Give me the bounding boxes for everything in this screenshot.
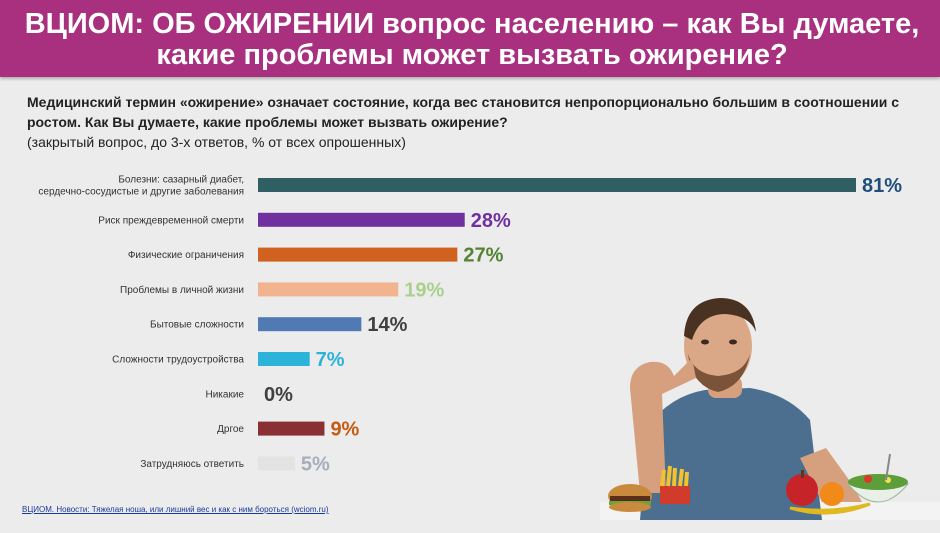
bar [258, 247, 458, 262]
bar [258, 282, 399, 297]
value-label: 19% [404, 279, 444, 301]
bar [258, 317, 362, 332]
value-label: 81% [862, 175, 902, 197]
value-label: 14% [367, 314, 407, 336]
man-with-food-illustration [600, 298, 940, 520]
header-banner: ВЦИОМ: ОБ ОЖИРЕНИИ вопрос населению – ка… [0, 0, 940, 77]
category-label: Дргое [217, 424, 244, 435]
value-label: 0% [264, 384, 293, 406]
question-block: Медицинский термин «ожирение» означает с… [27, 92, 917, 152]
bar [258, 421, 325, 436]
bar [258, 352, 310, 366]
category-label: Риск преждевременной смерти [98, 215, 244, 226]
value-label: 5% [301, 453, 330, 475]
bar [258, 212, 465, 227]
page-title: ВЦИОМ: ОБ ОЖИРЕНИИ вопрос населению – ка… [24, 8, 920, 71]
category-label: Бытовые сложности [150, 320, 244, 331]
category-label: Физические ограничения [128, 250, 244, 261]
value-label: 28% [471, 210, 511, 232]
bar [258, 178, 856, 192]
value-label: 9% [330, 419, 359, 441]
bar [258, 456, 295, 471]
category-label: Проблемы в личной жизни [120, 284, 244, 296]
question-text: Медицинский термин «ожирение» означает с… [27, 94, 900, 130]
category-label: Сложности трудоустройства [112, 355, 244, 366]
value-label: 7% [316, 349, 345, 371]
value-label: 27% [463, 245, 503, 267]
category-label: Затрудняюсь ответить [140, 459, 244, 470]
bar-chart: Болезни: сазарный диабет, сердечно-сосуди… [38, 174, 902, 476]
category-label: Никакие [206, 389, 245, 400]
category-label: Болезни: сазарный диабет, сердечно-сосуди… [38, 174, 244, 198]
question-note: (закрытый вопрос, до 3-х ответов, % от в… [27, 134, 406, 150]
source-link[interactable]: ВЦИОМ. Новости: Тяжелая ноша, или лишний… [22, 505, 329, 514]
